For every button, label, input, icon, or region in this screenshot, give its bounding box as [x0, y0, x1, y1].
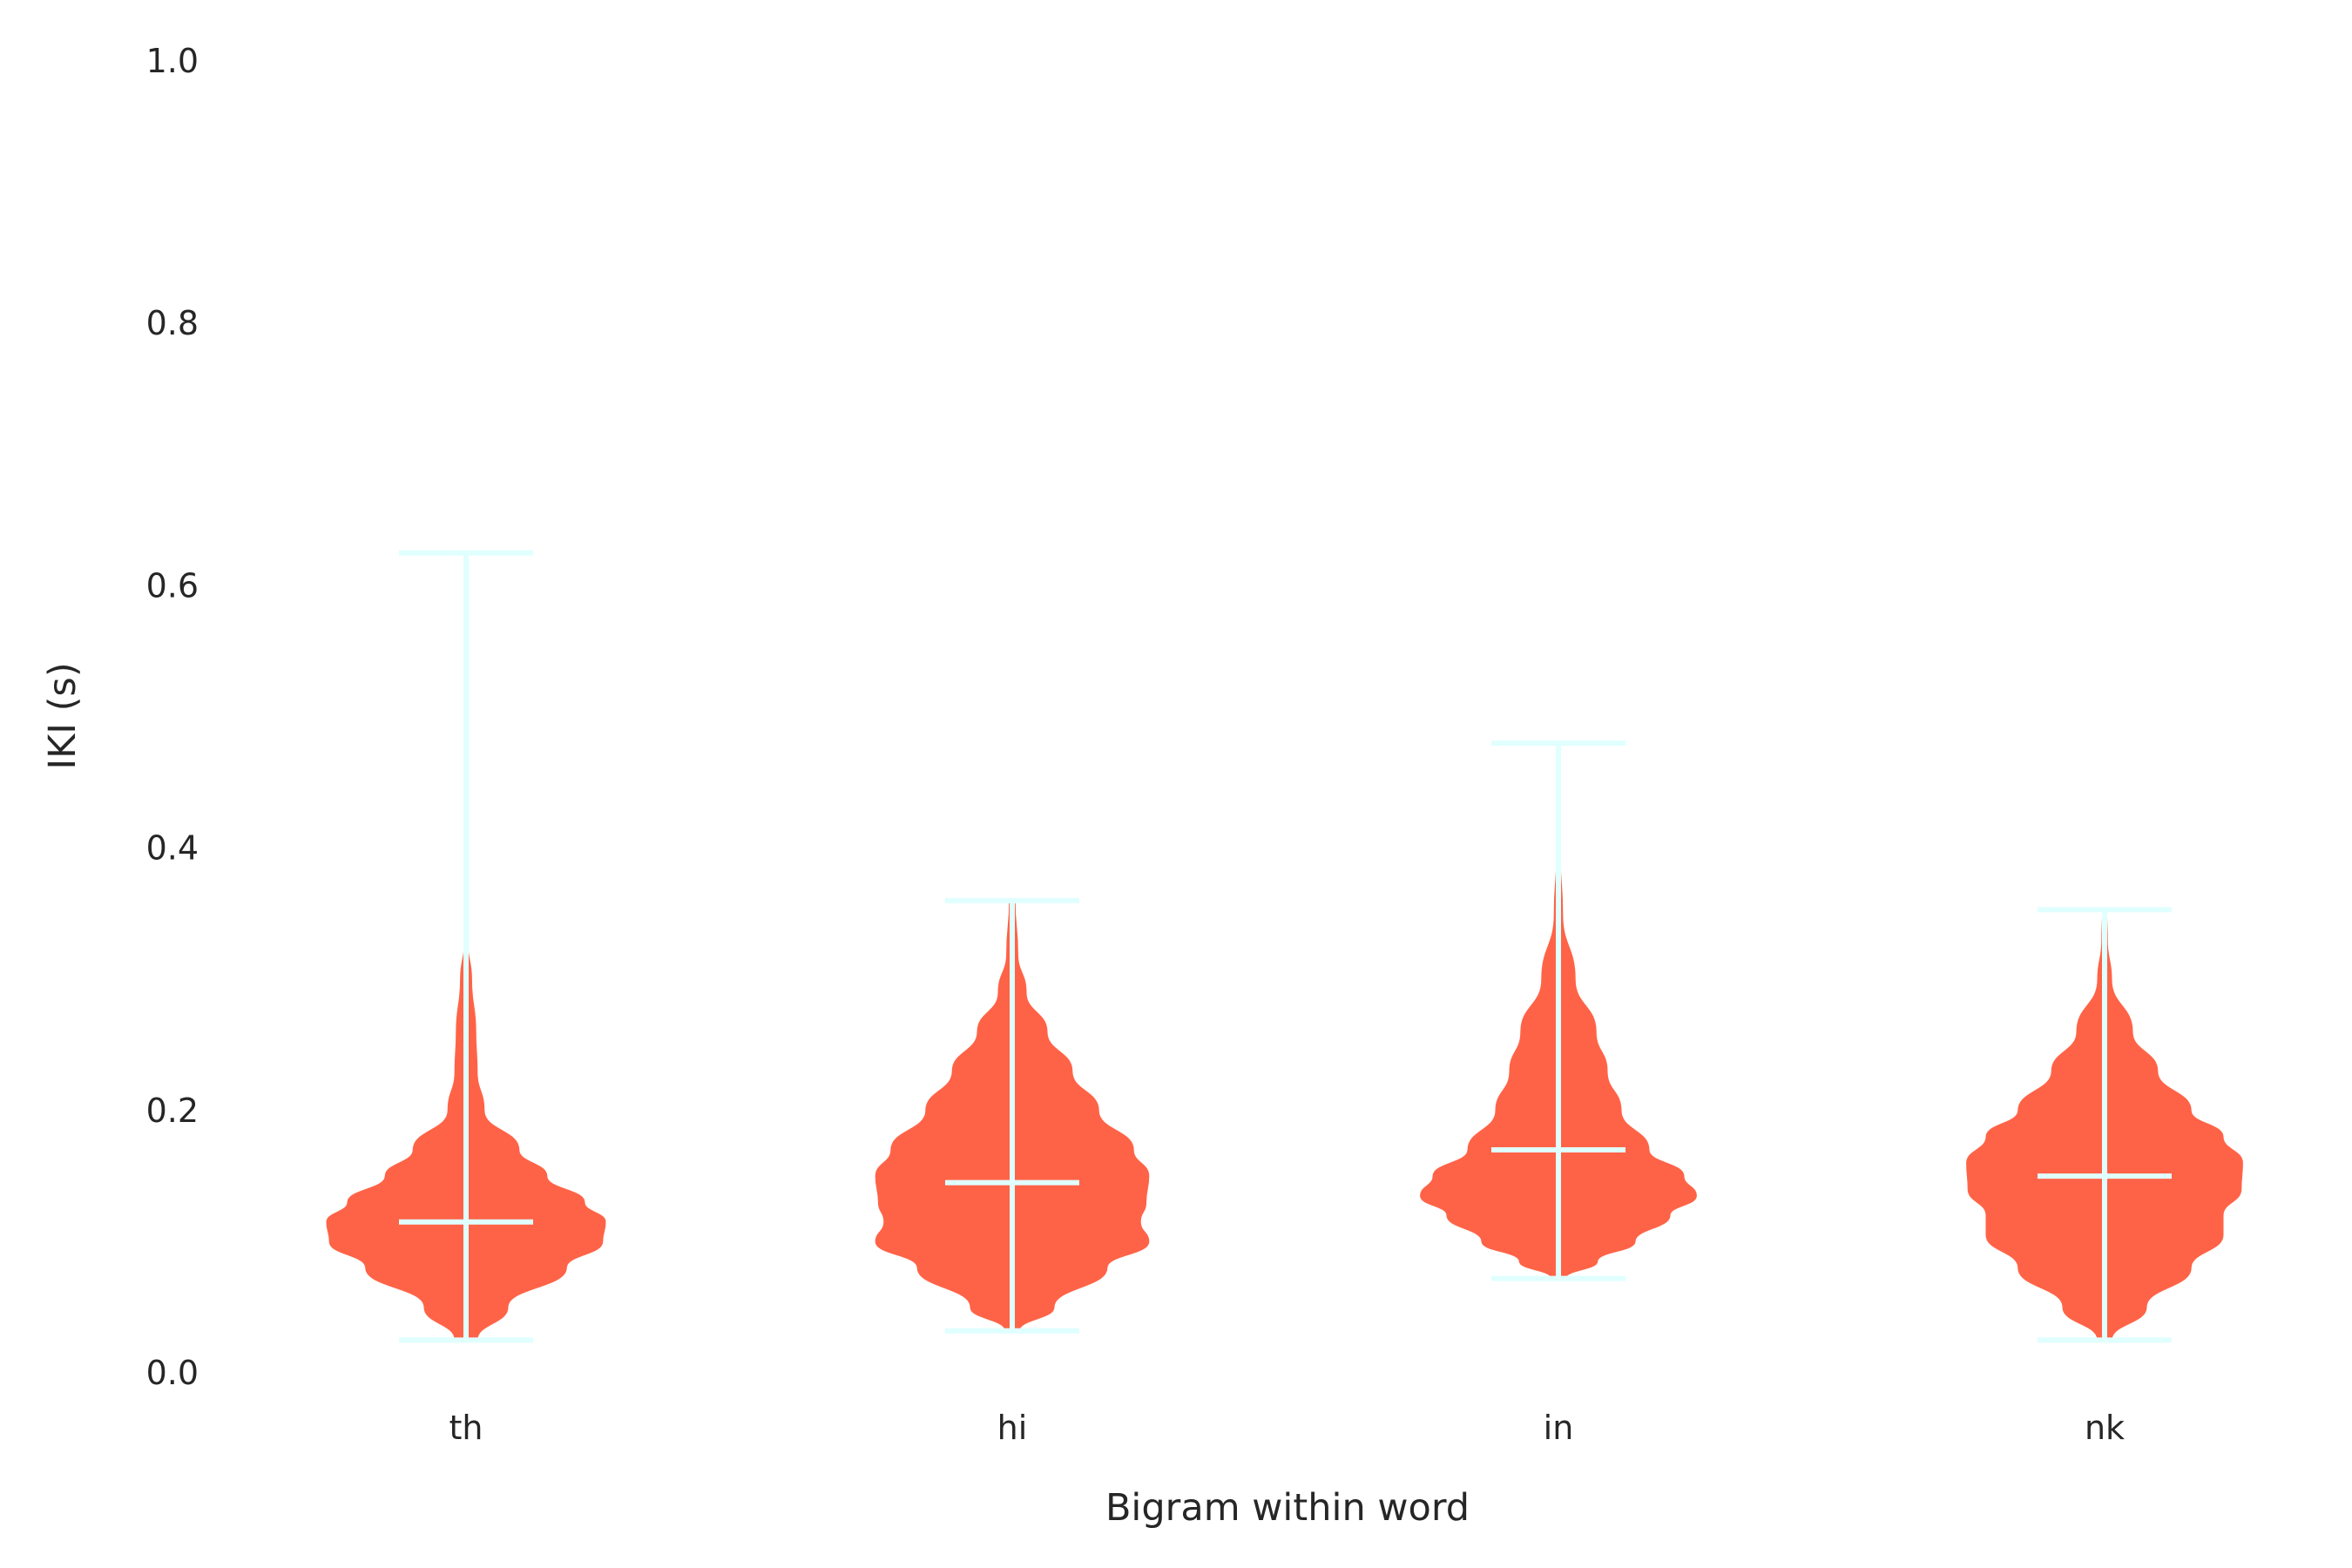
y-axis-ticks: 0.0 0.2 0.4 0.6 0.8 1.0	[146, 42, 199, 1392]
x-tick-label: in	[1544, 1409, 1574, 1447]
violin-hi	[875, 897, 1150, 1334]
violins	[326, 550, 2243, 1343]
x-tick-label: nk	[2085, 1409, 2125, 1447]
x-axis-ticks: th hi in nk	[449, 1409, 2126, 1447]
x-axis-label: Bigram within word	[1105, 1486, 1470, 1530]
x-tick-label: hi	[997, 1409, 1028, 1447]
y-tick-label: 0.4	[146, 829, 199, 868]
y-tick-label: 0.6	[146, 566, 199, 605]
violin-in	[1420, 740, 1697, 1281]
y-tick-label: 1.0	[146, 42, 199, 80]
y-tick-label: 0.2	[146, 1092, 199, 1130]
violin-th	[326, 550, 606, 1343]
violin-nk	[1966, 907, 2243, 1343]
y-axis-label: IKI (s)	[41, 662, 84, 769]
y-tick-label: 0.0	[146, 1354, 199, 1392]
y-tick-label: 0.8	[146, 304, 199, 342]
x-tick-label: th	[449, 1409, 483, 1447]
